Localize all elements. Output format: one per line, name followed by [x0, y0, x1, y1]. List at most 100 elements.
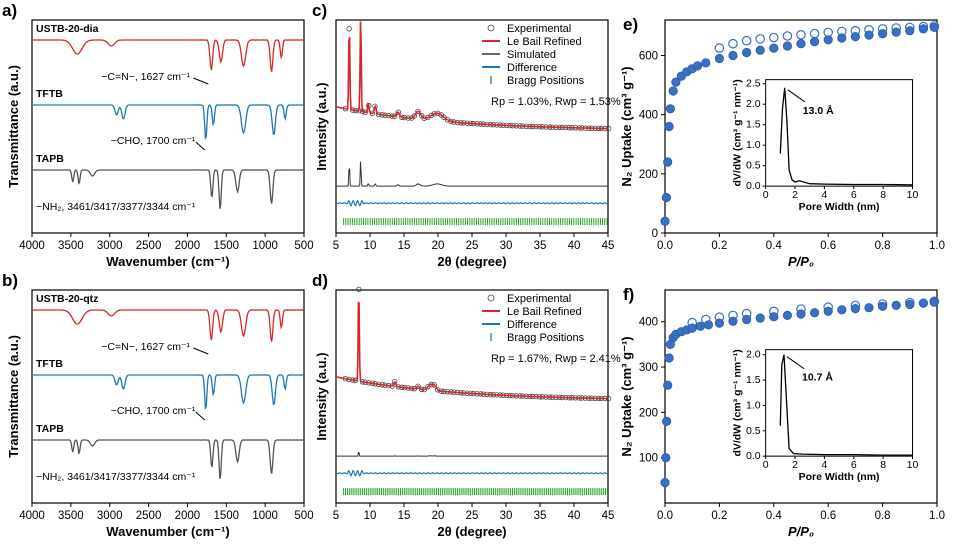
xrd-experimental-point [395, 109, 401, 115]
xrd-x-tick-label: 20 [432, 240, 445, 252]
panel-label: a) [2, 1, 17, 20]
x-axis-title: 2θ (degree) [437, 524, 506, 539]
ir-x-tick-label: 3500 [58, 240, 84, 252]
adsorption-point [665, 104, 676, 114]
xrd-experimental-point [356, 286, 362, 293]
inset-y-tick-label: 2.5 [746, 78, 761, 90]
adsorption-point [864, 30, 874, 40]
xrd-simulated-line [336, 451, 608, 457]
xrd-experimental-point [411, 113, 418, 119]
xrd-stats: Rp = 1.03%, Rwp = 1.53% [491, 96, 621, 108]
legend-label: Bragg Positions [507, 75, 585, 87]
adsorption-point [905, 299, 915, 310]
inset-y-tick-label: 0.0 [746, 180, 761, 192]
inset-y-tick-label: 2.0 [746, 98, 761, 110]
iso-x-tick-label: 0.6 [820, 510, 836, 522]
inset-frame [765, 79, 914, 187]
iso-y-tick-label: 400 [639, 110, 658, 122]
iso-y-tick-label: 100 [639, 453, 658, 465]
legend-label: Experimental [507, 23, 571, 35]
iso-y-tick-label: 400 [639, 317, 658, 329]
inset-x-tick-label: 10 [907, 459, 919, 471]
xrd-x-tick-label: 45 [602, 240, 615, 252]
ir-x-tick-label: 1500 [213, 510, 239, 522]
xrd-x-tick-label: 45 [602, 510, 615, 522]
xrd-experimental-point [346, 26, 352, 32]
legend-marker-experimental [487, 294, 495, 302]
xrd-x-tick-label: 5 [333, 510, 339, 522]
inset-y-tick-label: 0.5 [746, 425, 761, 437]
inset-y-title: dV/dW (cm³ g⁻¹ nm⁻¹) [732, 79, 744, 186]
y-axis-title: Transmittance (a.u.) [6, 65, 21, 188]
adsorption-point [661, 416, 672, 426]
ir-annotation-cho: −CHO, 1700 cm⁻¹ [111, 135, 196, 147]
inset-x-tick-label: 10 [907, 189, 919, 201]
xrd-x-tick-label: 15 [398, 240, 411, 252]
ir-annotation-arrow [195, 411, 206, 421]
ir-annotation-nh2: −NH₂, 3461/3417/3377/3344 cm⁻¹ [36, 201, 196, 213]
legend-label: Difference [507, 62, 557, 74]
y-axis-title: Intensity (a.u.) [314, 82, 329, 170]
inset-x-title: Pore Width (nm) [799, 471, 880, 483]
adsorption-point [664, 353, 674, 363]
ir-x-tick-label: 3000 [97, 240, 123, 252]
desorption-point [755, 34, 765, 44]
ir-x-tick-label: 4000 [19, 510, 45, 522]
adsorption-point [714, 318, 725, 328]
panel-label: d) [312, 271, 328, 290]
xrd-x-tick-label: 30 [500, 510, 513, 522]
inset-x-tick-label: 4 [821, 459, 827, 471]
ir-trace-label: TFTB [36, 88, 63, 100]
xrd-difference-line [335, 469, 609, 477]
ir-x-tick-label: 500 [294, 510, 313, 522]
xrd-x-tick-label: 10 [364, 510, 377, 522]
adsorption-point [741, 314, 752, 325]
ir-annotation-nh2: −NH₂, 3461/3417/3377/3344 cm⁻¹ [36, 471, 196, 483]
xrd-x-tick-label: 35 [534, 510, 547, 522]
inset-x-tick-label: 2 [792, 459, 798, 471]
ir-x-tick-label: 1000 [252, 510, 278, 522]
adsorption-point [918, 298, 929, 308]
ir-x-tick-label: 4000 [19, 240, 45, 252]
y-axis-title: Intensity (a.u.) [314, 352, 329, 440]
ir-x-tick-label: 500 [294, 240, 313, 252]
ir-x-tick-label: 3500 [58, 510, 84, 522]
adsorption-point [660, 477, 670, 488]
xrd-experimental-point [428, 112, 435, 119]
inset-psd-line [779, 354, 913, 456]
iso-y-tick-label: 0 [652, 228, 658, 240]
inset-x-tick-label: 0 [763, 459, 769, 471]
desorption-point [782, 31, 793, 41]
xrd-experimental-point [441, 114, 447, 120]
inset-psd-line [779, 87, 913, 186]
iso-x-tick-label: 0.0 [657, 510, 673, 522]
iso-y-tick-label: 200 [639, 407, 658, 419]
adsorption-point [664, 121, 674, 132]
panel-label: b) [2, 271, 18, 290]
adsorption-point [850, 31, 861, 42]
y-axis-title: N₂ Uptake (cm³ g⁻¹) [619, 336, 634, 456]
inset-peak-label: 13.0 Å [803, 104, 834, 117]
adsorption-point [891, 27, 901, 37]
xrd-simulated-line [336, 161, 608, 187]
legend-label: Le Bail Refined [507, 36, 582, 48]
adsorption-point [728, 316, 738, 326]
iso-x-tick-label: 1.0 [929, 240, 945, 252]
adsorption-point [782, 310, 793, 320]
inset-x-tick-label: 8 [880, 459, 886, 471]
legend-label: Difference [507, 319, 557, 331]
ir-trace-label: TAPB [36, 423, 64, 435]
xrd-lebail-line [335, 301, 609, 400]
inset-y-tick-label: 0.5 [746, 160, 761, 172]
ir-trace-tftb [32, 373, 304, 411]
ir-trace-ustb-20-dia [32, 39, 305, 72]
inset-peak-arrow [786, 356, 805, 370]
xrd-x-tick-label: 15 [398, 510, 411, 522]
xrd-x-tick-label: 40 [568, 510, 581, 522]
adsorption-point [823, 306, 833, 316]
ir-trace-label: USTB-20-qtz [36, 293, 98, 305]
adsorption-point [837, 305, 847, 315]
inset-y-tick-label: 1.0 [746, 139, 761, 151]
iso-x-tick-label: 0.8 [875, 240, 891, 252]
x-axis-title: 2θ (degree) [437, 254, 506, 269]
